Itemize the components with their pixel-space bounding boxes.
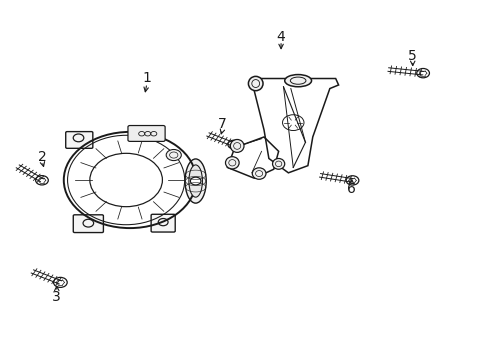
Ellipse shape (272, 158, 284, 169)
Ellipse shape (248, 76, 263, 91)
Circle shape (166, 149, 181, 161)
Text: 7: 7 (218, 117, 226, 131)
Ellipse shape (184, 159, 206, 203)
Text: 5: 5 (407, 49, 416, 63)
FancyBboxPatch shape (128, 126, 165, 141)
Ellipse shape (225, 157, 239, 169)
Ellipse shape (230, 139, 244, 152)
Circle shape (190, 177, 201, 185)
Text: 1: 1 (142, 71, 151, 85)
FancyBboxPatch shape (151, 214, 175, 232)
Ellipse shape (284, 75, 311, 87)
Text: 4: 4 (276, 30, 285, 44)
FancyBboxPatch shape (73, 215, 103, 233)
Text: 2: 2 (38, 150, 46, 164)
Text: 6: 6 (346, 182, 355, 196)
Text: 3: 3 (52, 289, 61, 303)
Ellipse shape (252, 168, 265, 179)
FancyBboxPatch shape (65, 132, 93, 148)
Ellipse shape (188, 165, 202, 197)
